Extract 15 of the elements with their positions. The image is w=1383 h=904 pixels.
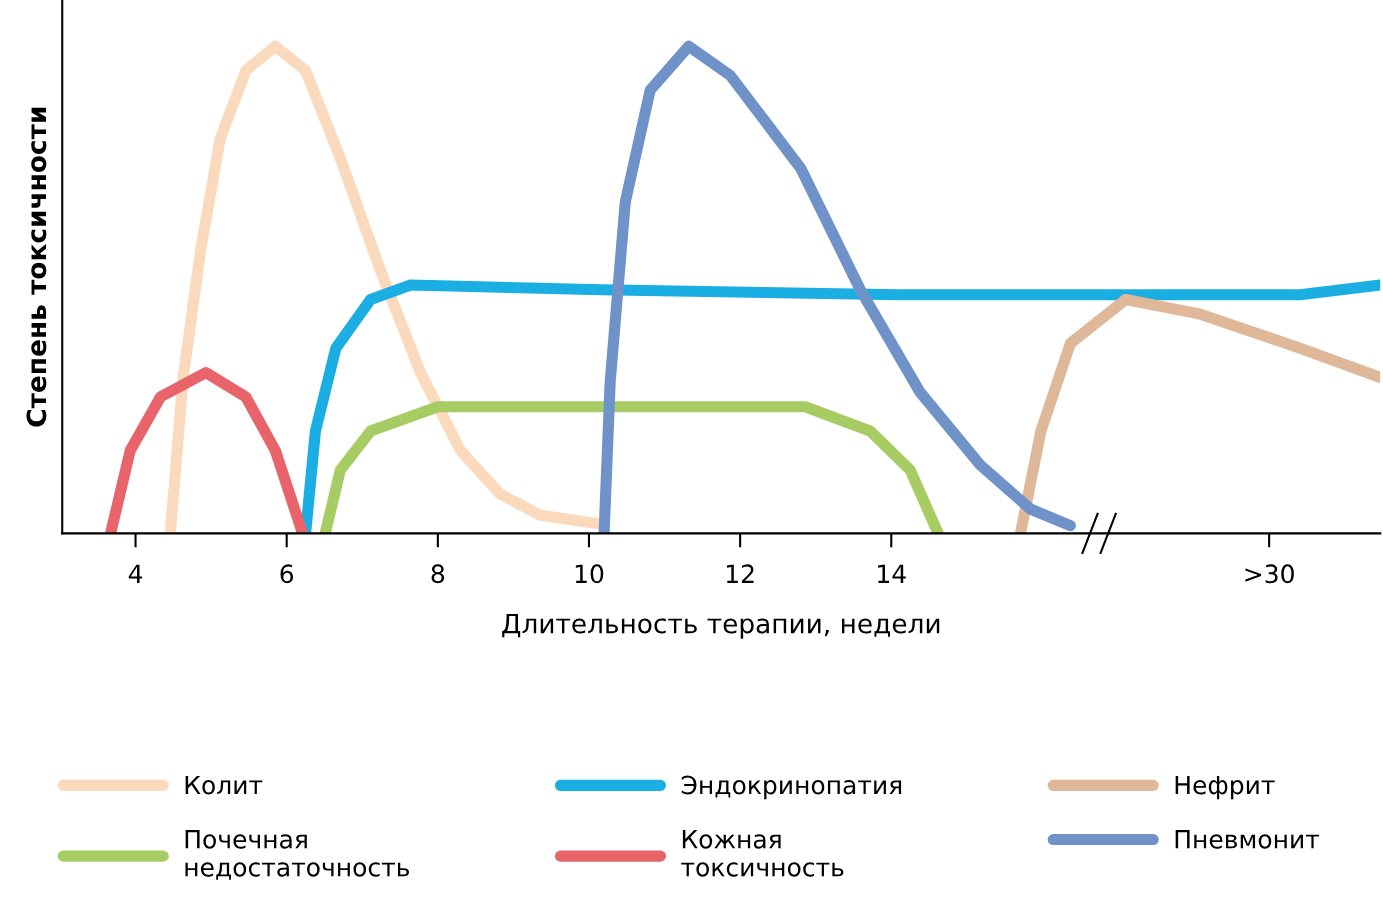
x-axis-title: Длительность терапии, недели [502,613,940,639]
legend-label: Почечная недостаточность [185,830,409,880]
x-tick-label: >30 [1245,564,1294,584]
legend-label: Кожная токсичность [681,830,844,877]
x-tick-label: 4 [128,564,143,583]
x-tick-label: 10 [575,564,604,584]
x-tick-label: 14 [878,564,906,583]
x-tick-label: 8 [431,564,445,584]
x-tick-label: 12 [726,564,754,583]
legend-label: Эндокринопатия [681,775,902,800]
legend-label: Колит [185,775,263,795]
legend-label: Пневмонит [1175,830,1320,849]
legend-label: Нефрит [1175,775,1275,800]
x-tick-label: 6 [280,564,294,584]
y-axis-title: Степень токсичности [26,107,47,427]
